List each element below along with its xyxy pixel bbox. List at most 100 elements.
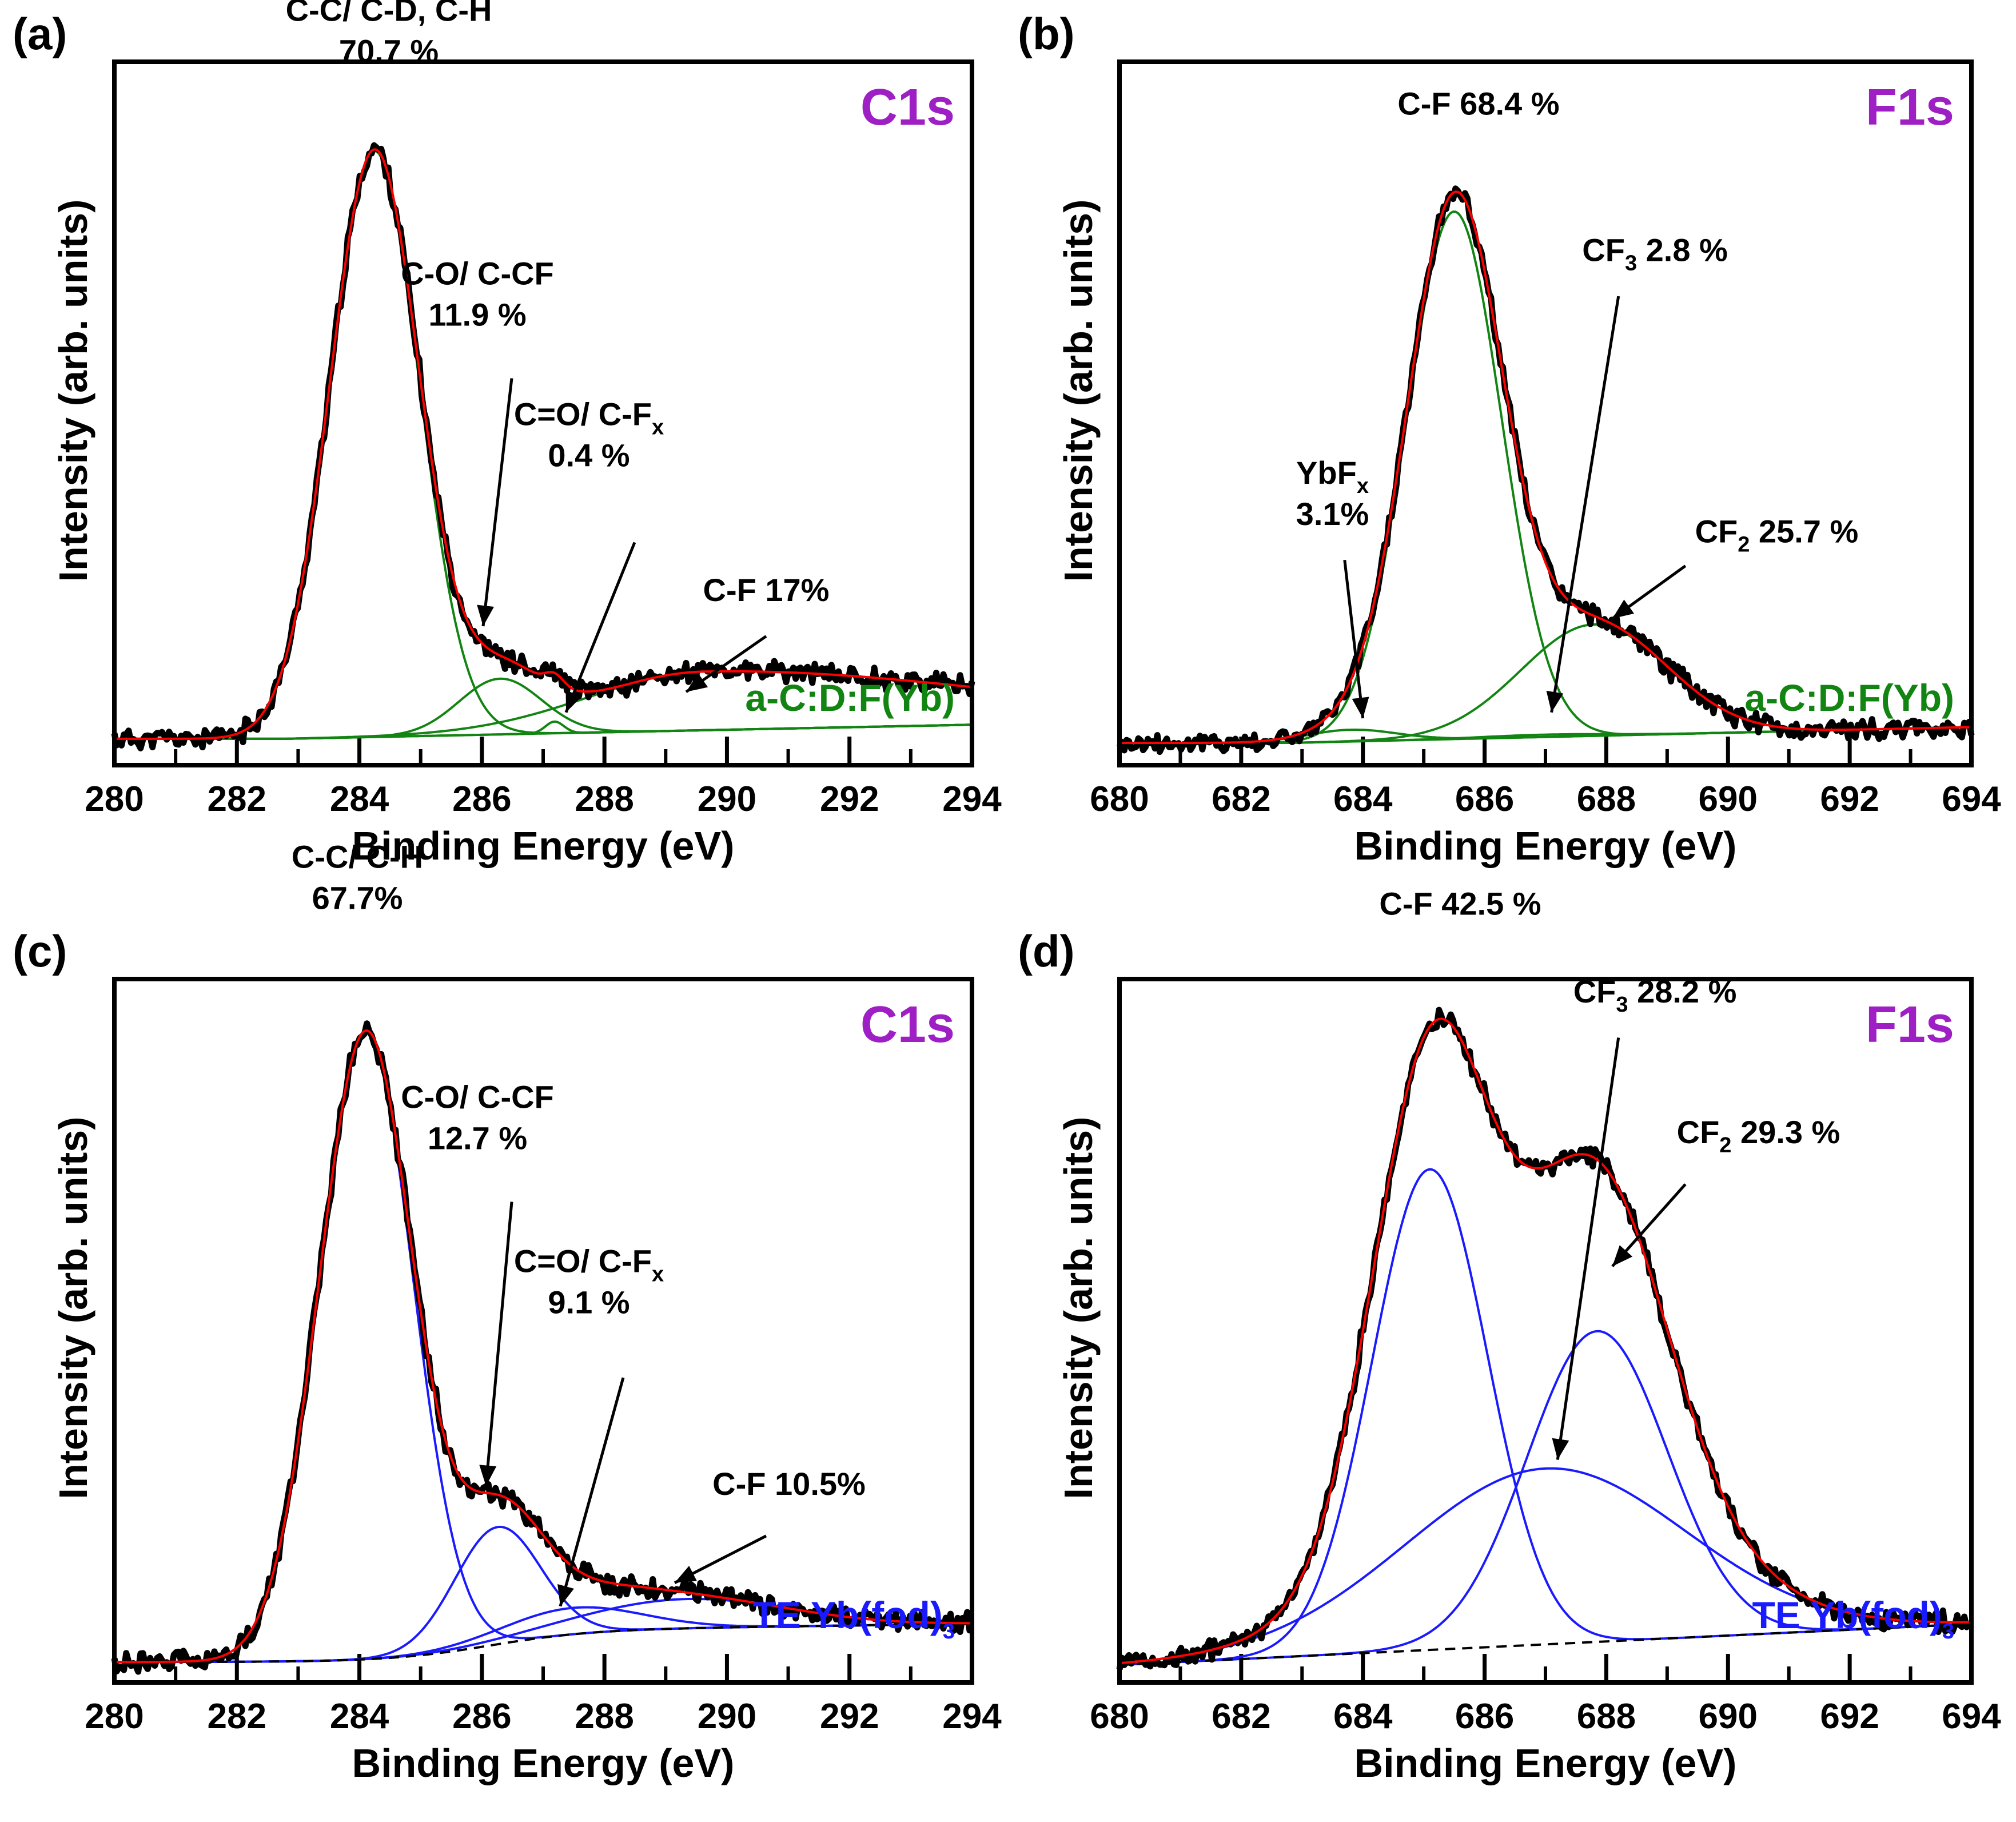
x-tick-label: 292 <box>820 1697 879 1736</box>
peak-annotation: C-F 10.5% <box>712 1466 866 1502</box>
x-tick-label: 292 <box>820 779 879 819</box>
annotation-arrow <box>484 1202 513 1486</box>
x-tick-label: 288 <box>575 1697 634 1736</box>
core-level-label: F1s <box>1866 996 1954 1053</box>
component-b-2 <box>1119 210 1972 744</box>
peak-annotation: CF3 2.8 % <box>1582 232 1728 276</box>
raw-data-d <box>1116 1007 1973 1670</box>
annotation-arrow <box>1556 1037 1620 1460</box>
x-tick-label: 690 <box>1699 779 1758 819</box>
annotation-arrow <box>1550 296 1620 713</box>
x-tick-label: 684 <box>1333 1697 1393 1736</box>
plot-frame-d <box>1117 977 1974 1685</box>
x-tick-label: 294 <box>942 779 1002 819</box>
peak-percentage: 67.7% <box>312 880 403 916</box>
peak-annotation: C-F 42.5 % <box>1379 885 1541 921</box>
arrow-head <box>479 1465 497 1486</box>
core-level-label: C1s <box>860 79 955 136</box>
sample-label: a-C:D:F(Yb) <box>1744 677 1954 719</box>
peak-annotation: C-O/ C-CF <box>401 1079 554 1115</box>
x-tick-label: 682 <box>1212 1697 1270 1736</box>
panel-label-d: (d) <box>1018 926 1075 976</box>
arrow-head <box>1612 599 1635 619</box>
x-tick-label: 284 <box>330 779 389 819</box>
panel-c: (c) 280 282 284 286 288 290 292 294 Binding Energ… <box>13 838 1002 1785</box>
arrow-head <box>477 604 495 627</box>
x-tick-label: 286 <box>452 1697 511 1736</box>
x-axis-title: Binding Energy (eV) <box>1354 824 1737 868</box>
peak-annotation: C=O/ C-Fx <box>514 1243 664 1287</box>
x-tick-label: 688 <box>1577 1697 1636 1736</box>
x-tick-label: 286 <box>452 779 511 819</box>
plot-frame-c <box>112 977 974 1685</box>
x-tick-label: 680 <box>1090 1697 1149 1736</box>
arrow-head <box>1552 1438 1569 1460</box>
x-tick-label: 692 <box>1820 1697 1879 1736</box>
arrow-head <box>686 673 708 692</box>
sample-label: TE Yb(fod)3 <box>1752 1594 1954 1644</box>
x-tick-label: 282 <box>208 1697 266 1736</box>
annotation-arrow <box>481 378 513 627</box>
peak-percentage: 12.7 % <box>428 1120 527 1156</box>
x-axis-title: Binding Energy (eV) <box>1354 1741 1737 1785</box>
peak-annotation: CF2 29.3 % <box>1677 1114 1840 1157</box>
fit-envelope-a <box>114 148 973 740</box>
panel-label-b: (b) <box>1018 9 1075 59</box>
panel-b: (b) 680 682 684 686 688 690 692 694 Binding Energ… <box>1018 9 2001 868</box>
x-tick-label: 694 <box>1942 779 2001 819</box>
x-tick-label: 688 <box>1577 779 1636 819</box>
x-tick-label: 290 <box>698 779 756 819</box>
plot-frame-a <box>112 59 974 767</box>
x-tick-label: 288 <box>575 779 634 819</box>
fit-envelope-d <box>1119 1017 1971 1665</box>
annotation-arrow <box>559 1377 625 1607</box>
annotation-arrow <box>564 542 636 713</box>
x-tick-label: 284 <box>330 1697 389 1736</box>
peak-annotation: YbFx <box>1296 455 1369 498</box>
x-tick-label: 280 <box>85 1697 144 1736</box>
x-tick-label: 684 <box>1333 779 1393 819</box>
panel-a: (a) 280 282 284 286 288 290 292 294 Binding Energ… <box>13 0 1002 868</box>
core-level-label: C1s <box>860 996 955 1053</box>
raw-data-a <box>111 142 975 751</box>
background-d <box>1119 1622 1972 1666</box>
x-tick-label: 290 <box>698 1697 756 1736</box>
plot-frame-b <box>1117 59 1974 767</box>
raw-data-c <box>111 1020 974 1675</box>
x-tick-label: 294 <box>942 1697 1002 1736</box>
component-c-1 <box>114 1031 973 1664</box>
y-axis-title: Intensity (arb. units) <box>1056 200 1101 582</box>
y-axis-title: Intensity (arb. units) <box>1056 1117 1101 1499</box>
arrow-head <box>1546 690 1564 713</box>
peak-percentage: 11.9 % <box>428 297 526 333</box>
component-d-1 <box>1119 1168 1972 1666</box>
raw-data-b <box>1116 185 1975 755</box>
arrow-head <box>675 1565 697 1583</box>
component-a-1 <box>114 149 973 740</box>
y-axis-title: Intensity (arb. units) <box>51 200 95 582</box>
peak-annotation: C-C/ C-H <box>292 838 423 874</box>
sample-label: a-C:D:F(Yb) <box>745 677 955 719</box>
panel-d: (d) 680 682 684 686 688 690 692 694 Binding Energ… <box>1018 885 2001 1785</box>
x-tick-label: 686 <box>1455 779 1514 819</box>
peak-percentage: 0.4 % <box>548 437 629 474</box>
x-tick-label: 680 <box>1090 779 1149 819</box>
background-c <box>114 1622 973 1664</box>
panel-label-a: (a) <box>13 9 67 59</box>
peak-annotation: C-O/ C-CF <box>401 256 554 292</box>
x-tick-label: 692 <box>1820 779 1879 819</box>
arrow-head <box>1612 1245 1633 1267</box>
arrow-head <box>565 690 582 713</box>
fit-envelope-c <box>114 1029 972 1664</box>
arrow-head <box>1352 697 1369 718</box>
peak-annotation: C=O/ C-Fx <box>514 396 664 440</box>
peak-annotation: CF2 25.7 % <box>1695 514 1859 557</box>
fit-envelope-b <box>1119 190 1972 744</box>
peak-percentage: 3.1% <box>1296 496 1369 532</box>
x-tick-label: 682 <box>1212 779 1270 819</box>
annotation-arrow <box>1343 559 1365 719</box>
peak-annotation: C-F 68.4 % <box>1397 85 1559 121</box>
peak-annotation: CF3 28.2 % <box>1573 973 1737 1017</box>
x-axis-title: Binding Energy (eV) <box>352 824 735 868</box>
